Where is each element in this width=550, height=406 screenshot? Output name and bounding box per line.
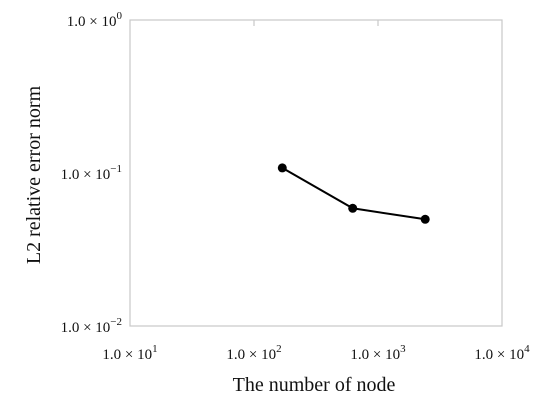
data-point [277,163,287,173]
x-tick-label: 1.0 × 104 [474,343,530,363]
y-tick-label: 1.0 × 10−1 [61,163,122,183]
series-layer [277,163,430,224]
x-axis-ticks: 1.0 × 101 1.0 × 102 1.0 × 103 1.0 × 104 [102,20,530,363]
data-point [420,214,430,224]
data-point [348,203,358,213]
y-tick-label: 1.0 × 100 [67,10,123,30]
plot-frame [129,19,503,327]
x-axis-title: The number of node [233,374,396,396]
y-tick-label: 1.0 × 10−2 [61,316,122,336]
y-axis-ticks: 1.0 × 100 1.0 × 10−1 1.0 × 10−2 [61,10,123,336]
plot-area-border [129,19,503,327]
x-tick-label: 1.0 × 101 [102,343,157,363]
x-tick-label: 1.0 × 103 [350,343,406,363]
x-tick-label: 1.0 × 102 [226,343,281,363]
y-axis-title: L2 relative error norm [23,85,45,264]
